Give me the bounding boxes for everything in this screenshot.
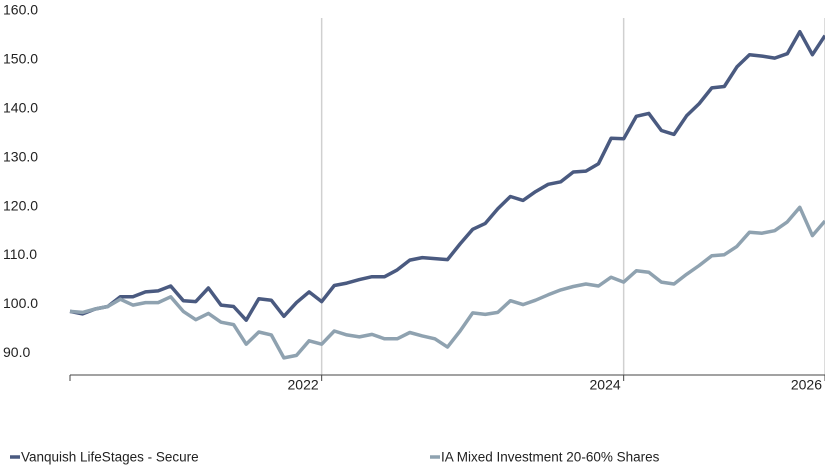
legend-label: Vanquish LifeStages - Secure [21, 450, 199, 465]
line-series [69, 205, 825, 360]
y-tick-label: 120.0 [3, 197, 38, 213]
y-tick-label: 140.0 [3, 100, 38, 116]
y-tick-label: 150.0 [3, 51, 38, 67]
y-tick-label: 100.0 [3, 295, 38, 311]
y-tick-label: 110.0 [3, 246, 37, 262]
y-tick-label: 90.0 [3, 344, 30, 360]
x-tick-label: 2026 [791, 377, 822, 393]
y-tick-label: 130.0 [3, 148, 38, 164]
line-series [69, 29, 825, 322]
legend-label: IA Mixed Investment 20-60% Shares [441, 450, 660, 465]
x-tick-label: 2024 [590, 377, 621, 393]
x-tick-label: 2022 [288, 377, 319, 393]
y-tick-label: 160.0 [3, 2, 38, 18]
